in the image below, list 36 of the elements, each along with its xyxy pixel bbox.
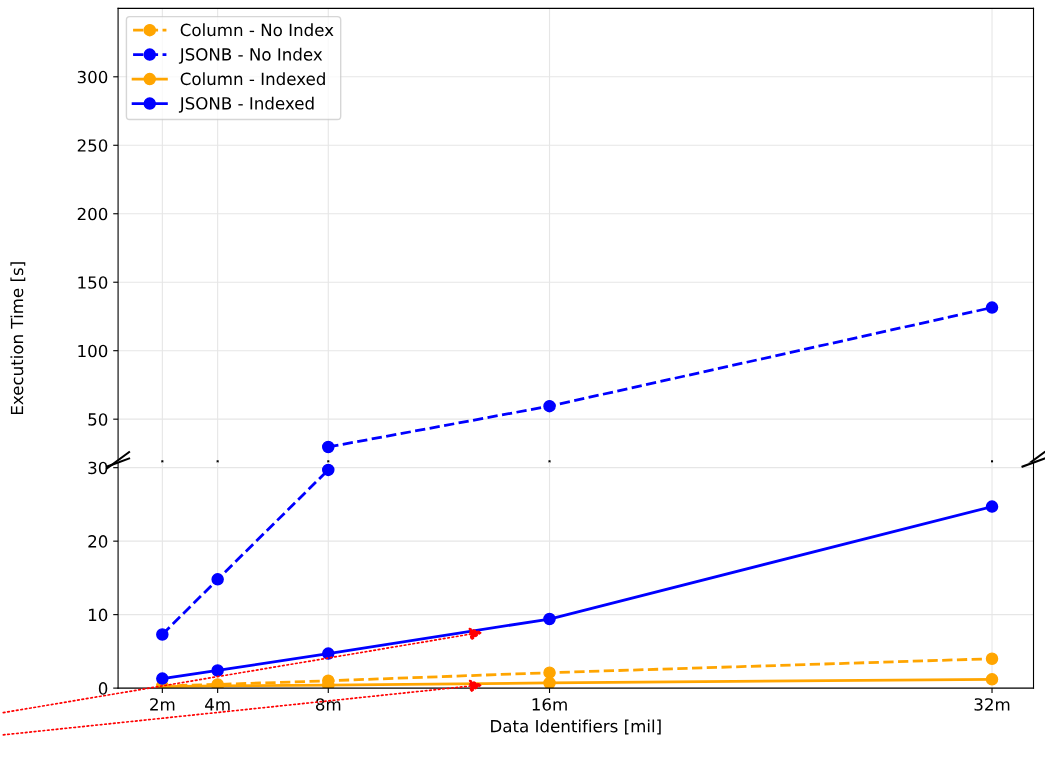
x-tick-label: 2m (150, 698, 175, 711)
point (211, 573, 224, 586)
legend-label: Column - No Index (180, 23, 334, 37)
x-tick-label: 32m (974, 698, 1010, 711)
y-tick-label: 100 (78, 344, 108, 358)
point (985, 673, 999, 686)
x-tick-label: 16m (532, 698, 567, 711)
point (322, 463, 335, 477)
point (322, 440, 335, 454)
point (985, 301, 999, 314)
point (543, 676, 556, 689)
y-tick-label: 150 (78, 276, 108, 289)
legend-label: JSONB - Indexed (178, 96, 314, 113)
x-tick-label: 4m (205, 698, 230, 711)
legend-label: JSONB - No Index (178, 47, 323, 64)
point (543, 399, 556, 413)
point (156, 672, 169, 685)
point (211, 664, 224, 677)
y-tick-label: 200 (77, 207, 108, 221)
y-tick-label: 10 (88, 608, 108, 622)
y-axis-title: Execution Time [s] (10, 262, 26, 415)
point (985, 500, 999, 513)
point (985, 652, 999, 665)
point (156, 628, 169, 641)
y-tick-label: 30 (88, 461, 108, 475)
x-axis-title: Data Identifiers [mil] (491, 719, 661, 735)
y-tick-label: 0 (98, 682, 108, 695)
point (543, 612, 556, 626)
point (543, 666, 556, 679)
point (322, 647, 335, 660)
y-tick-label: 50 (88, 413, 108, 426)
x-tick-label: 8m (315, 698, 341, 711)
legend-label: Column - Indexed (180, 72, 325, 86)
y-tick-label: 250 (77, 139, 108, 152)
y-tick-label: 20 (88, 535, 108, 548)
y-tick-label: 300 (77, 70, 108, 84)
